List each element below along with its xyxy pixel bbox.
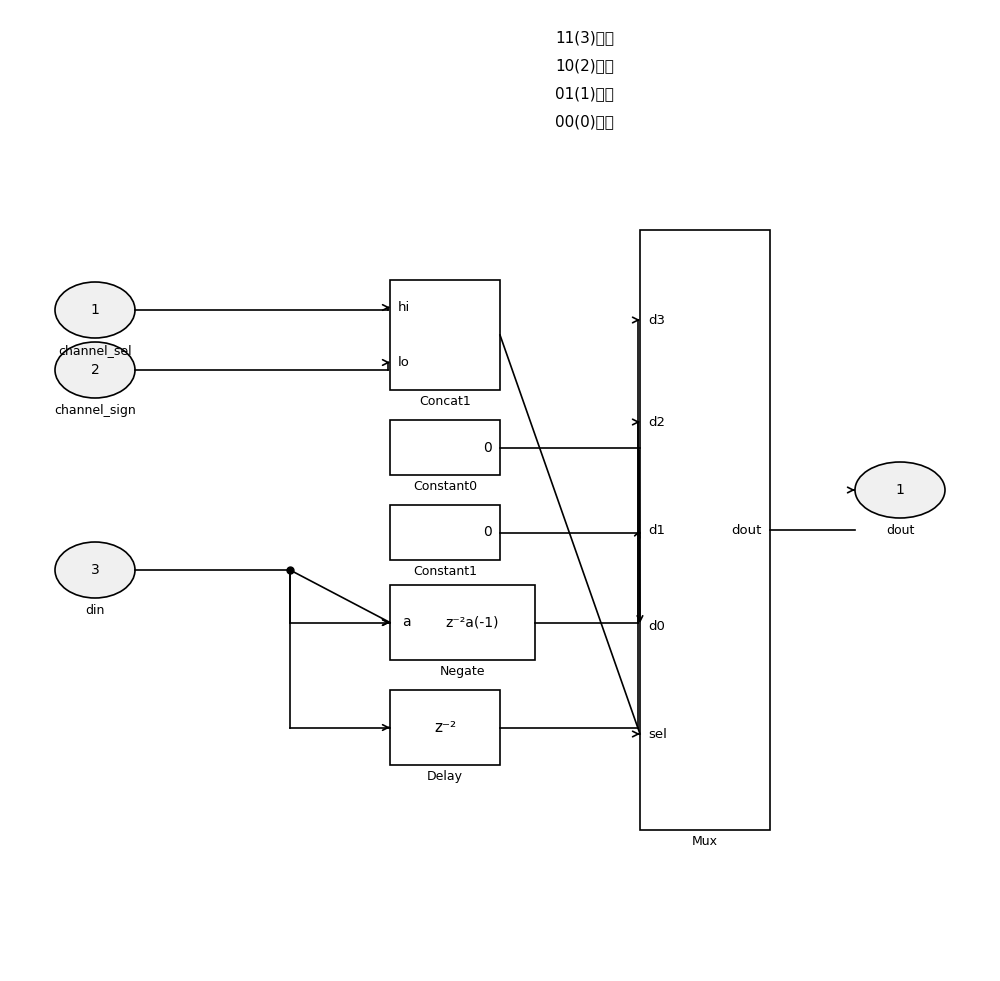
- FancyBboxPatch shape: [390, 690, 500, 765]
- Text: d3: d3: [648, 314, 665, 327]
- FancyBboxPatch shape: [640, 230, 770, 830]
- Ellipse shape: [55, 542, 135, 598]
- FancyBboxPatch shape: [390, 420, 500, 475]
- Text: Negate: Negate: [440, 665, 485, 678]
- FancyBboxPatch shape: [390, 585, 535, 660]
- Text: a: a: [402, 615, 411, 630]
- Text: lo: lo: [398, 356, 410, 369]
- Text: 0: 0: [483, 440, 492, 454]
- Text: 1: 1: [896, 483, 904, 497]
- Text: channel_sign: channel_sign: [54, 404, 136, 417]
- Ellipse shape: [55, 342, 135, 398]
- Text: din: din: [85, 604, 105, 617]
- Text: 10(2)：减: 10(2)：减: [555, 58, 614, 73]
- Text: d1: d1: [648, 524, 665, 537]
- Text: d0: d0: [648, 619, 665, 633]
- Text: 11(3)：加: 11(3)：加: [555, 30, 614, 45]
- Text: dout: dout: [732, 524, 762, 537]
- Text: channel_sel: channel_sel: [58, 344, 132, 357]
- Ellipse shape: [855, 462, 945, 518]
- Ellipse shape: [55, 282, 135, 338]
- Text: dout: dout: [886, 524, 914, 537]
- FancyBboxPatch shape: [390, 280, 500, 390]
- Text: z⁻²: z⁻²: [434, 720, 456, 735]
- Text: 00(0)：零: 00(0)：零: [555, 114, 614, 129]
- Text: Mux: Mux: [692, 835, 718, 848]
- FancyBboxPatch shape: [390, 505, 500, 560]
- Text: 0: 0: [483, 526, 492, 540]
- Text: Constant0: Constant0: [413, 480, 477, 493]
- Text: hi: hi: [398, 301, 410, 314]
- Text: Constant1: Constant1: [413, 565, 477, 578]
- Text: Concat1: Concat1: [419, 395, 471, 408]
- Text: z⁻²a(-1): z⁻²a(-1): [446, 615, 499, 630]
- Text: Delay: Delay: [427, 770, 463, 783]
- Text: 1: 1: [91, 303, 99, 317]
- Text: 2: 2: [91, 363, 99, 377]
- Text: 01(1)：零: 01(1)：零: [555, 86, 614, 101]
- Text: d2: d2: [648, 416, 665, 429]
- Text: sel: sel: [648, 728, 667, 741]
- Text: 3: 3: [91, 563, 99, 577]
